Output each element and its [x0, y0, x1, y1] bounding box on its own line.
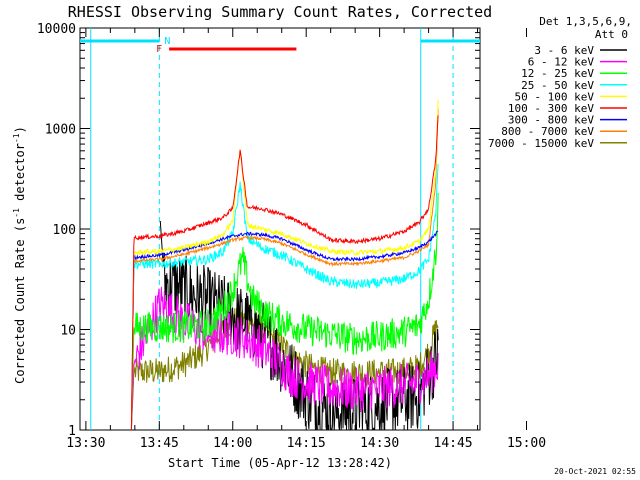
plot-area: FN 1 10 100 1000 10000 13:30 13:45 14:00 14:15 14:…: [37, 22, 546, 451]
legend-label-8: 7000 - 15000 keV: [488, 137, 594, 150]
x-tick-label-6: 15:00: [507, 436, 546, 451]
y-axis-label-sup1: -1: [12, 208, 21, 218]
legend-label-3: 25 - 50 keV: [521, 79, 594, 92]
legend-label-5: 100 - 300 keV: [508, 102, 594, 115]
series-line-2: [130, 192, 439, 431]
y-tick-label-3: 1000: [45, 123, 76, 138]
x-tick-label-3: 14:15: [287, 436, 326, 451]
x-tick-label-4: 14:30: [360, 436, 399, 451]
series-line-1: [130, 286, 439, 431]
detector-info-line2: Att 0: [595, 28, 628, 41]
x-tick-label-2: 14:00: [213, 436, 252, 451]
detector-info-line1: Det 1,3,5,6,9,: [539, 15, 632, 28]
timestamp: 20-Oct-2021 02:55: [554, 467, 636, 476]
y-axis-label-sup2: -1: [12, 133, 21, 143]
legend-label-1: 6 - 12 keV: [528, 56, 595, 69]
legend-label-0: 3 - 6 keV: [534, 44, 594, 57]
series-line-7: [130, 108, 439, 431]
series-line-8: [130, 304, 439, 431]
y-axis-label-main: Corrected Count Rate (s: [13, 218, 27, 384]
legend-label-2: 12 - 25 keV: [521, 67, 594, 80]
x-tick-label-0: 13:30: [66, 436, 105, 451]
x-axis-label: Start Time (05-Apr-12 13:28:42): [168, 456, 392, 470]
series-line-4: [130, 99, 439, 431]
y-tick-label-0: 1: [68, 424, 76, 439]
y-axis-label-mid: detector: [13, 143, 27, 208]
chart-title: RHESSI Observing Summary Count Rates, Co…: [68, 3, 492, 21]
series-line-5: [130, 115, 439, 431]
y-axis-label-end: ): [13, 126, 27, 133]
x-tick-label-1: 13:45: [140, 436, 179, 451]
night-flag-label: N: [164, 36, 170, 47]
y-tick-label-1: 10: [60, 324, 76, 339]
y-tick-label-2: 100: [53, 223, 76, 238]
y-tick-label-4: 10000: [37, 22, 76, 37]
series-line-3: [130, 163, 439, 431]
legend-label-4: 50 - 100 keV: [515, 90, 595, 103]
legend-label-6: 300 - 800 keV: [508, 114, 594, 127]
x-tick-label-5: 14:45: [434, 436, 473, 451]
y-axis-label: Corrected Count Rate (s-1 detector-1): [12, 126, 27, 384]
flare-flag-label: F: [156, 44, 162, 55]
legend-label-7: 800 - 7000 keV: [501, 125, 594, 138]
